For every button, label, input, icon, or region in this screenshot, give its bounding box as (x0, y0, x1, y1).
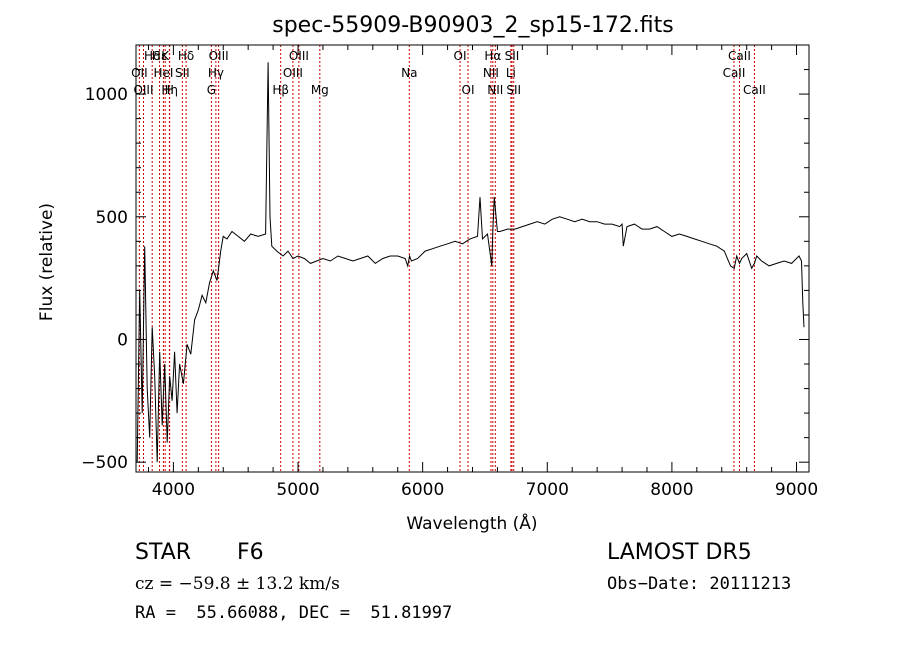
spectral-line-label: CaII (728, 49, 751, 63)
spectral-line-label: Hη (161, 83, 178, 97)
spectral-line-label: OIII (283, 66, 303, 80)
spectral-line-label: OIII (209, 49, 229, 63)
x-axis-label: Wavelength (Å) (406, 512, 537, 534)
spectral-line-label: OIII (289, 49, 309, 63)
survey-name: LAMOST DR5 (607, 540, 752, 565)
spectral-line-label: OI (462, 83, 475, 97)
observation-date: Obs−Date: 20111213 (607, 574, 792, 594)
spectrum-line (136, 62, 805, 463)
spectral-line-label: CaII (743, 83, 766, 97)
radial-velocity: cz = −59.8 ± 13.2 km/s (135, 574, 340, 594)
plot-frame (135, 44, 810, 473)
spectral-line-label: SII (505, 49, 520, 63)
spectral-line-label: Mg (311, 83, 329, 97)
x-tick-label: 9000 (775, 480, 818, 500)
y-tick-label: 0 (117, 330, 128, 350)
x-tick-label: 5000 (276, 480, 319, 500)
spectral-line-label: SII (506, 83, 521, 97)
spectral-line-label: Hγ (208, 66, 224, 80)
x-tick-label: 7000 (526, 480, 569, 500)
spectral-line-label: NII (483, 66, 499, 80)
spectral-line-label: OII (131, 66, 148, 80)
spectral-line-label: CaII (723, 66, 746, 80)
spectral-line-label: Na (401, 66, 417, 80)
x-tick-label: 8000 (650, 480, 693, 500)
spectral-line-label: HeI (153, 66, 173, 80)
y-tick-label: 500 (96, 208, 128, 228)
y-tick-label: −500 (81, 453, 128, 473)
spectral-line-labels: Hδ OII OIII HεK HeI HηH Hδ SII OIII Hγ G Hβ OIII OIII… (131, 49, 766, 97)
object-type: STAR (135, 540, 192, 565)
x-tick-label: 6000 (401, 480, 444, 500)
chart-title: spec-55909-B90903_2_sp15-172.fits (272, 13, 674, 38)
spectral-line-label: Hα (484, 49, 501, 63)
spectral-line-label: G (207, 83, 216, 97)
spectral-line-label: OIII (133, 83, 153, 97)
spectral-line-label: Hβ (272, 83, 289, 97)
spectral-line-label: K (161, 49, 170, 63)
spectral-line-markers (138, 45, 755, 472)
y-axis-label: Flux (relative) (37, 203, 57, 321)
spectral-line-label: Hδ (178, 49, 194, 63)
spectral-line-label: SII (175, 66, 190, 80)
coordinates: RA = 55.66088, DEC = 51.81997 (135, 603, 453, 623)
x-axis: 4000 5000 6000 7000 8000 9000 (147, 45, 818, 500)
spectral-line-label: OI (454, 49, 467, 63)
spectral-line-label: Hε (152, 49, 168, 63)
spectral-line-label: Hδ (144, 49, 160, 63)
spectral-class: F6 (237, 540, 264, 565)
y-axis: −500 0 500 1000 (81, 69, 809, 473)
spectral-line-label: H (165, 83, 174, 97)
spectral-line-label: Li (506, 66, 516, 80)
x-tick-label: 4000 (152, 480, 195, 500)
spectral-line-label: NII (487, 83, 503, 97)
y-tick-label: 1000 (85, 85, 128, 105)
